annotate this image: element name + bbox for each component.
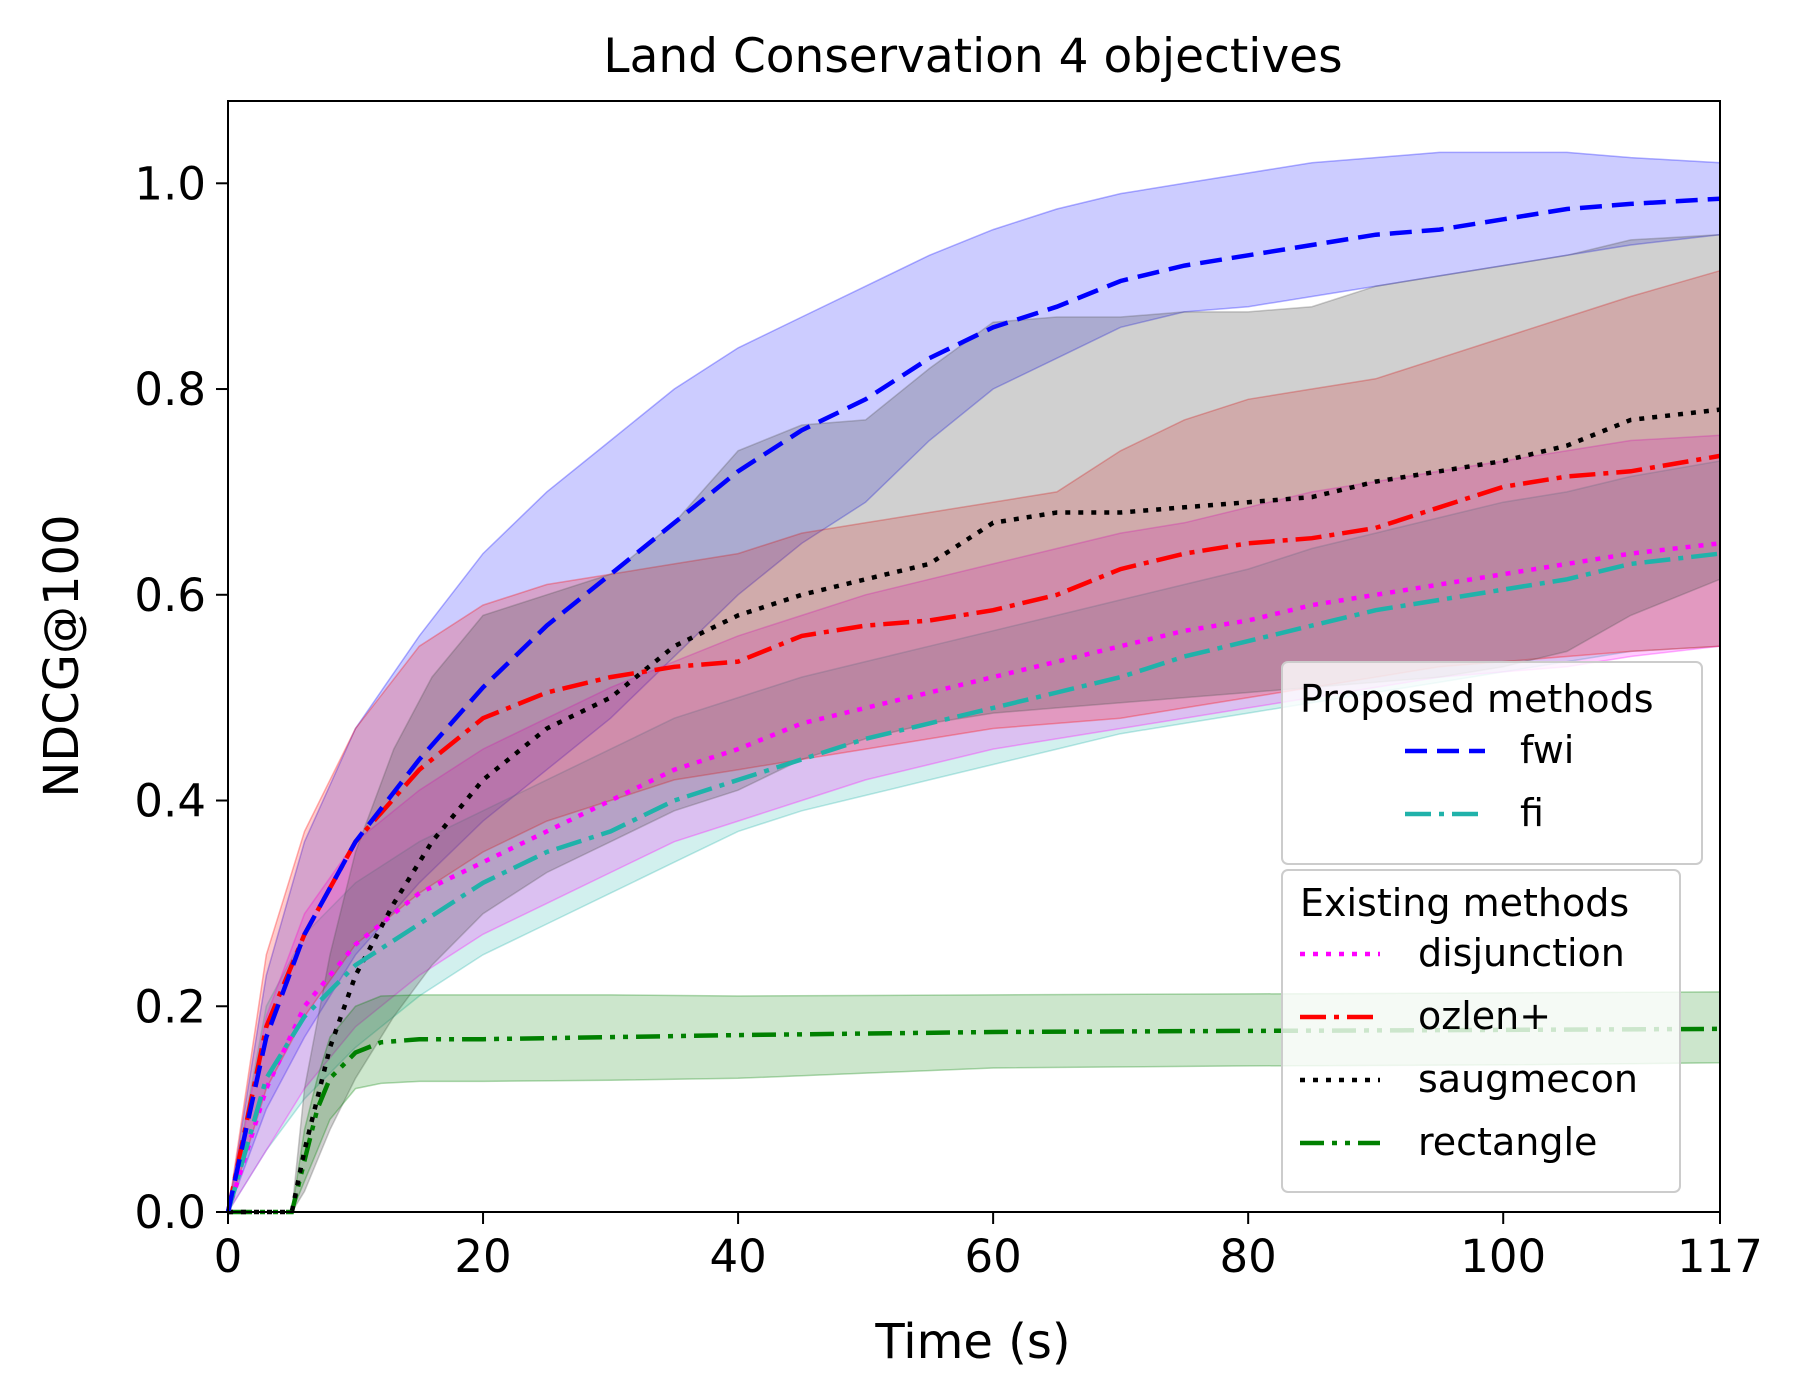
- legend-box: [1281, 869, 1681, 1193]
- x-axis-label: Time (s): [874, 1314, 1070, 1370]
- x-tick-label: 117: [1677, 1230, 1763, 1283]
- x-tick-label: 60: [964, 1230, 1021, 1283]
- chart-title: Land Conservation 4 objectives: [603, 29, 1342, 84]
- legend-group-title: Proposed methods: [1300, 677, 1654, 721]
- legend-label-saugmecon: saugmecon: [1418, 1057, 1638, 1101]
- x-axis-ticks: 0 20 40 60 80 100 117: [214, 1212, 1763, 1283]
- legend-label-ozlen+: ozlen+: [1418, 994, 1551, 1038]
- x-tick-label: 80: [1220, 1230, 1277, 1283]
- x-tick-label: 40: [709, 1230, 766, 1283]
- series-lines: [225, 196, 1721, 1215]
- y-tick-label: 0.4: [134, 775, 206, 828]
- series-line-fwi: [225, 196, 1721, 1213]
- y-tick-label: 0.6: [134, 569, 206, 622]
- series-line-fi: [225, 551, 1721, 1213]
- legend: Proposed methods fwi fi Existing methods dis…: [1281, 661, 1703, 1193]
- y-tick-label: 0.0: [134, 1186, 206, 1239]
- x-tick-label: 0: [214, 1230, 243, 1283]
- y-tick-label: 0.2: [134, 980, 206, 1033]
- legend-label-disjunction: disjunction: [1418, 931, 1625, 975]
- y-axis-ticks: 0.0 0.2 0.4 0.6 0.8 1.0: [134, 157, 228, 1239]
- series-line-disjunction: [225, 541, 1721, 1213]
- series-line-ozlen+: [225, 453, 1721, 1213]
- legend-label-fi: fi: [1520, 791, 1544, 835]
- plot-frame: [227, 100, 1721, 1213]
- legend-group-title: Existing methods: [1300, 881, 1629, 925]
- legend-label-rectangle: rectangle: [1418, 1120, 1597, 1164]
- y-axis-label: NDCG@100: [34, 514, 90, 797]
- x-tick-label: 100: [1460, 1230, 1546, 1283]
- legend-box: [1281, 661, 1703, 865]
- legend-label-fwi: fwi: [1520, 728, 1574, 772]
- y-tick-label: 0.8: [134, 363, 206, 416]
- x-tick-label: 20: [454, 1230, 511, 1283]
- series-line-rectangle: [228, 1026, 1721, 1215]
- y-tick-label: 1.0: [134, 157, 206, 210]
